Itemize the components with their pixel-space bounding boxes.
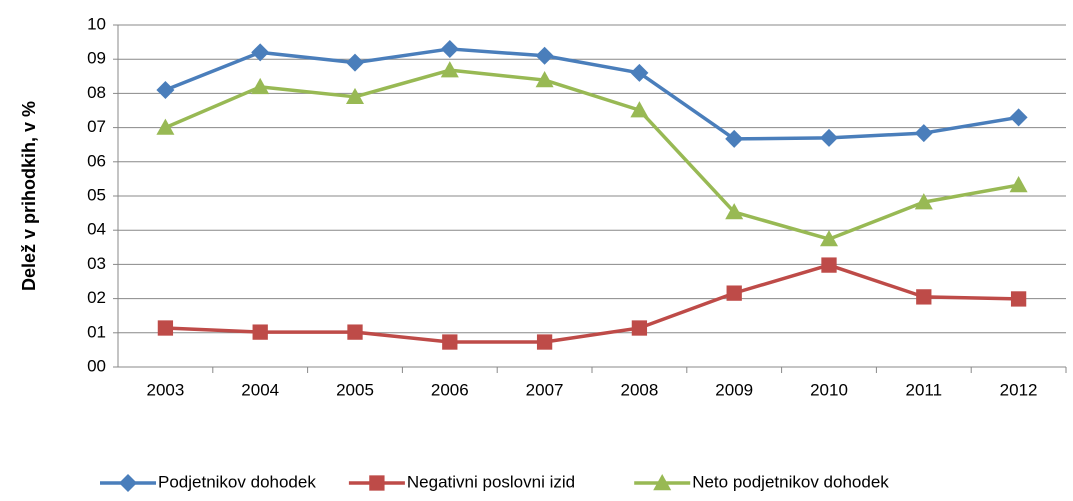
legend-label: Neto podjetnikov dohodek bbox=[692, 472, 889, 491]
marker bbox=[535, 46, 554, 65]
marker bbox=[1010, 291, 1027, 307]
marker bbox=[1009, 108, 1028, 127]
y-tick-label: 00 bbox=[87, 356, 106, 375]
x-tick-label: 2006 bbox=[431, 380, 469, 399]
y-tick-label: 09 bbox=[87, 49, 106, 68]
marker bbox=[820, 128, 838, 147]
x-tick-label: 2003 bbox=[146, 380, 184, 399]
x-tick-label: 2005 bbox=[336, 380, 374, 399]
x-tick-label: 2012 bbox=[1000, 380, 1038, 399]
marker bbox=[440, 39, 459, 58]
x-tick-label: 2011 bbox=[906, 380, 943, 399]
marker bbox=[251, 43, 270, 62]
legend-marker bbox=[119, 474, 137, 492]
y-tick-label: 04 bbox=[87, 220, 106, 239]
marker bbox=[535, 71, 554, 88]
marker bbox=[536, 334, 553, 350]
x-tick-label: 2004 bbox=[241, 380, 279, 399]
series-line bbox=[164, 68, 1019, 241]
marker bbox=[726, 285, 742, 301]
y-tick-label: 02 bbox=[87, 288, 106, 307]
marker bbox=[914, 193, 933, 210]
x-tick-label: 2009 bbox=[715, 380, 753, 399]
y-tick-label: 07 bbox=[87, 117, 106, 136]
y-tick-label: 06 bbox=[87, 151, 106, 170]
marker bbox=[251, 77, 270, 95]
y-tick-label: 01 bbox=[87, 322, 106, 341]
y-axis-label: Delež v prihodkih, v % bbox=[19, 101, 39, 291]
y-tick-label: 05 bbox=[87, 185, 106, 204]
legend-marker bbox=[369, 475, 385, 491]
marker bbox=[630, 101, 649, 118]
x-tick-label: 2007 bbox=[526, 380, 564, 399]
marker bbox=[157, 320, 174, 336]
marker bbox=[252, 324, 268, 340]
legend-marker bbox=[653, 474, 672, 491]
marker bbox=[630, 63, 649, 82]
marker bbox=[442, 334, 458, 350]
marker bbox=[346, 53, 364, 72]
marker bbox=[725, 129, 744, 148]
marker bbox=[440, 61, 459, 78]
marker bbox=[725, 203, 744, 220]
marker bbox=[820, 230, 838, 247]
series-line bbox=[164, 47, 1019, 141]
legend-label: Negativni poslovni izid bbox=[407, 472, 575, 491]
marker bbox=[156, 118, 175, 135]
marker bbox=[821, 257, 837, 273]
legend-label: Podjetnikov dohodek bbox=[158, 472, 316, 491]
series-line bbox=[165, 263, 1019, 344]
marker bbox=[1009, 176, 1028, 193]
marker bbox=[346, 87, 364, 105]
marker bbox=[914, 124, 933, 143]
x-tick-label: 2008 bbox=[620, 380, 658, 399]
marker bbox=[156, 80, 175, 99]
marker bbox=[631, 320, 648, 336]
y-tick-label: 10 bbox=[87, 14, 106, 33]
y-tick-label: 08 bbox=[87, 83, 106, 102]
marker bbox=[347, 324, 363, 340]
marker bbox=[916, 289, 932, 305]
y-tick-label: 03 bbox=[87, 254, 106, 273]
x-tick-label: 2010 bbox=[810, 380, 848, 399]
